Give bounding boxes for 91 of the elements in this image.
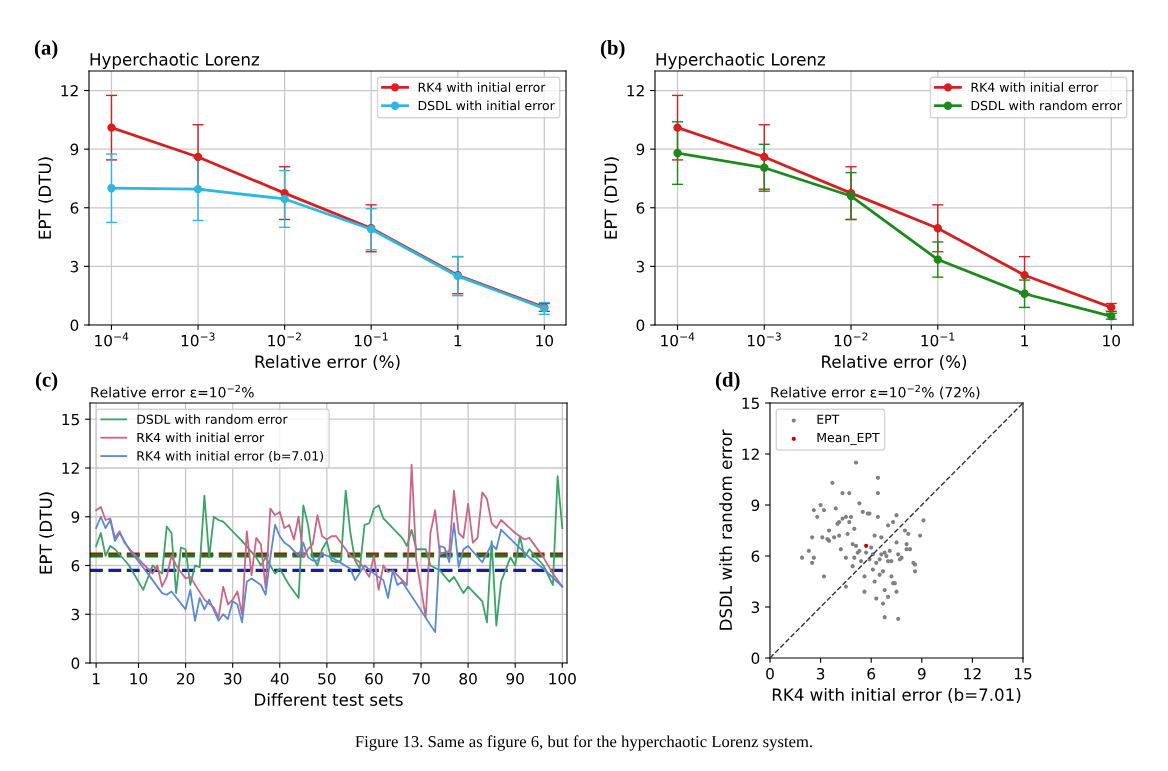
y-tick-label: 12 <box>627 85 644 97</box>
y-tick-label: 6 <box>636 202 645 214</box>
x-tick-label: 10$^{−1}$ <box>921 332 955 347</box>
y-tick-label: 0 <box>636 319 645 332</box>
y-tick-label: 3 <box>636 260 645 273</box>
point <box>107 123 116 132</box>
legend-label: RK4 with initial error <box>971 82 1099 92</box>
point <box>673 148 682 158</box>
x-tick-label: 40 <box>270 672 289 685</box>
legend-label: Mean_EPT <box>817 432 880 446</box>
y-axis-title: DSDL with random error <box>719 429 733 630</box>
point <box>760 152 769 162</box>
x-tick-label: 20 <box>176 672 195 685</box>
text: (b) <box>600 40 625 59</box>
y-tick-label: 15 <box>62 413 79 426</box>
x-tick-label: 10 <box>536 334 554 347</box>
x-tick-label: 10$^{−1}$ <box>354 332 388 347</box>
x-tick-label: 90 <box>506 672 524 685</box>
y-tick-label: 6 <box>751 550 760 563</box>
y-tick-label: 12 <box>61 85 78 97</box>
y-axis-title: EPT (DTU) <box>38 157 54 239</box>
x-tick-label: 50 <box>318 672 336 685</box>
x-axis-title: Relative error (%) <box>822 355 967 370</box>
y-axis-title: EPT (DTU) <box>604 157 620 239</box>
y-tick-label: 0 <box>70 319 79 332</box>
x-tick-label: 100 <box>549 672 576 685</box>
legend-label: DSDL with random error <box>137 414 288 424</box>
line-series <box>95 515 564 634</box>
x-tick-label: 10$^{−3}$ <box>748 332 781 347</box>
x-tick-label: 10$^{−4}$ <box>95 332 129 347</box>
y-tick-label: 12 <box>62 462 79 474</box>
x-tick-label: 1 <box>92 673 100 685</box>
point <box>280 194 289 204</box>
point <box>1020 271 1029 280</box>
y-tick-label: 9 <box>751 499 760 512</box>
text: (d) <box>715 372 740 391</box>
y-tick-label: 0 <box>71 657 80 670</box>
x-tick-label: 10$^{−2}$ <box>268 332 301 347</box>
x-axis-title: Different test sets <box>255 693 403 706</box>
x-tick-label: 70 <box>412 672 430 685</box>
x-axis-title: Relative error (%) <box>255 355 400 370</box>
y-tick-label: 9 <box>70 143 79 156</box>
point <box>673 123 682 132</box>
x-tick-label: 10 <box>1103 334 1120 347</box>
legend-label: RK4 with initial error <box>137 432 265 443</box>
x-tick-label: 3 <box>816 667 825 680</box>
y-tick-label: 12 <box>742 448 759 460</box>
text: (a) <box>34 40 58 59</box>
legend-label: DSDL with initial error <box>418 100 555 111</box>
legend-label: RK4 with initial error (b=7.01) <box>137 450 324 463</box>
x-tick-label: 30 <box>224 672 242 685</box>
x-tick-label: 6 <box>867 667 876 680</box>
y-tick-label: 9 <box>71 511 80 523</box>
y-axis-title: EPT (DTU) <box>39 492 55 574</box>
x-axis-title: RK4 with initial error (b=7.01) <box>772 688 1021 703</box>
legend-label: DSDL with random error <box>971 100 1122 111</box>
x-tick-label: 0 <box>766 667 774 680</box>
x-tick-label: 10$^{−4}$ <box>661 332 695 347</box>
x-tick-label: 80 <box>459 672 477 685</box>
text: (c) <box>35 372 58 391</box>
chart-title: Relative error ε=10$^{−2}$% <box>91 384 254 398</box>
chart-title: Relative error ε=10$^{−2}$% (72%) <box>771 384 980 400</box>
x-tick-label: 1 <box>1021 335 1028 347</box>
y-tick-label: 15 <box>742 397 759 410</box>
y-tick-label: 3 <box>70 260 79 273</box>
point <box>933 255 942 264</box>
x-tick-label: 10$^{−2}$ <box>834 332 868 347</box>
point <box>193 185 203 194</box>
x-tick-label: 12 <box>964 667 981 680</box>
point <box>107 184 116 193</box>
y-tick-label: 3 <box>71 608 80 621</box>
chart-title: Hyperchaotic Lorenz <box>656 52 825 69</box>
x-tick-label: 9 <box>917 667 926 680</box>
point <box>1020 289 1029 298</box>
point <box>193 152 203 162</box>
chart-title: Hyperchaotic Lorenz <box>90 52 259 69</box>
y-tick-label: 6 <box>70 202 79 214</box>
point <box>933 224 942 233</box>
legend-label: EPT <box>817 414 840 424</box>
x-tick-label: 15 <box>1014 668 1032 680</box>
x-tick-label: 1 <box>454 335 462 347</box>
x-tick-label: 60 <box>365 672 383 685</box>
x-tick-label: 10$^{−3}$ <box>181 332 215 347</box>
y-tick-label: 0 <box>751 652 760 665</box>
point <box>760 163 769 172</box>
x-tick-label: 10 <box>130 672 148 685</box>
y-tick-label: 3 <box>751 601 760 614</box>
caption: Figure 13. Same as figure 6, but for the hyperchaotic Lorenz system. <box>355 735 812 751</box>
legend-label: RK4 with initial error <box>418 82 546 92</box>
y-tick-label: 9 <box>636 143 645 156</box>
y-tick-label: 6 <box>71 559 80 572</box>
